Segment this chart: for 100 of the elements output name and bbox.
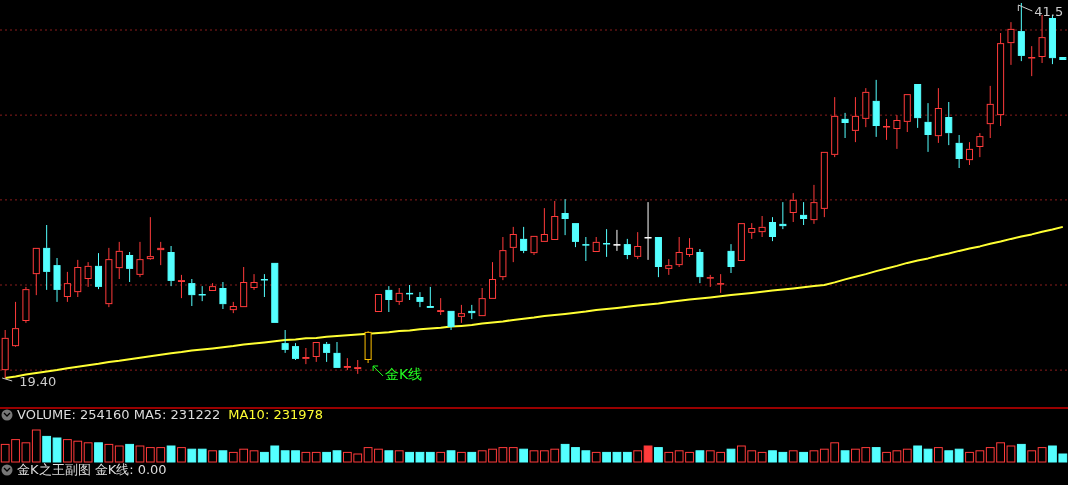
bar: [94, 442, 103, 463]
annotation: 金K线: [385, 366, 423, 382]
candlestick: [851, 96, 859, 143]
bar: [934, 447, 943, 463]
candlestick: [167, 245, 175, 287]
candlestick: [582, 236, 590, 262]
candlestick: [1038, 14, 1046, 64]
candlestick: [157, 241, 165, 266]
candlestick: [686, 237, 694, 258]
candlestick: [520, 226, 528, 254]
candlestick: [12, 301, 20, 347]
bar: [954, 448, 964, 463]
candlestick: [63, 271, 71, 303]
bar: [788, 450, 798, 463]
candlestick: [468, 304, 476, 320]
bar: [840, 450, 850, 463]
candlestick: [965, 141, 974, 166]
bar: [519, 448, 529, 463]
candlestick: [219, 281, 227, 310]
candlestick: [675, 236, 683, 268]
bar: [218, 450, 228, 463]
candlestick: [260, 273, 268, 298]
bar: [508, 447, 518, 463]
bar: [83, 442, 93, 463]
candlestick: [364, 331, 372, 364]
bar: [643, 445, 653, 463]
candlestick: [955, 134, 963, 169]
candlestick: [22, 286, 30, 324]
annotation: 19.40: [19, 374, 57, 389]
bar: [591, 451, 601, 463]
bar: [104, 443, 114, 463]
bar: [664, 451, 674, 463]
text: 金K之王副图 金K线: 0.00: [17, 462, 167, 477]
bar: [871, 447, 881, 463]
bar: [457, 451, 466, 463]
candlestick: [623, 238, 631, 260]
candlestick: [945, 101, 953, 146]
candlestick: [177, 274, 185, 299]
bar: [467, 451, 477, 463]
candlestick: [634, 231, 642, 260]
candlestick: [872, 79, 880, 138]
candlestick: [250, 273, 258, 291]
bar: [799, 451, 808, 463]
bar: [654, 447, 663, 463]
candlestick: [457, 304, 465, 324]
candlestick: [291, 342, 300, 359]
bar: [187, 448, 197, 463]
candlestick: [1017, 2, 1025, 62]
candlestick: [188, 278, 196, 307]
candlestick: [395, 287, 403, 306]
candlestick: [748, 222, 756, 240]
candlestick: [416, 291, 424, 308]
bar: [311, 451, 321, 463]
candlestick: [758, 215, 766, 238]
bar: [197, 448, 207, 463]
candlestick: [976, 132, 984, 158]
candlestick: [1028, 45, 1036, 77]
candlestick: [323, 341, 331, 363]
candlestick: [302, 347, 310, 365]
candlestick: [841, 112, 849, 139]
bar: [1027, 450, 1037, 463]
annotation: 41.5: [1034, 4, 1064, 19]
candlestick: [603, 228, 611, 258]
bar: [166, 445, 176, 463]
bar: [809, 450, 819, 463]
candlestick: [146, 216, 154, 260]
bar: [249, 450, 259, 463]
candlestick: [696, 248, 704, 284]
bar: [125, 443, 134, 463]
bar: [31, 429, 41, 463]
bar: [633, 450, 643, 463]
bar: [177, 447, 186, 463]
bar: [622, 451, 632, 463]
bar: [1037, 447, 1047, 463]
candlestick: [281, 329, 289, 354]
candlestick: [74, 259, 82, 298]
candlestick: [1007, 21, 1015, 66]
candlestick: [84, 261, 92, 288]
candlestick: [354, 359, 362, 375]
candlestick: [831, 96, 839, 158]
bar: [944, 450, 954, 463]
candlestick: [229, 301, 237, 314]
bar: [425, 451, 435, 463]
candlestick: [509, 226, 517, 263]
candlestick: [768, 216, 777, 242]
candlestick: [437, 297, 445, 316]
candlestick: [893, 114, 901, 150]
candlestick: [800, 201, 808, 226]
candlestick: [53, 257, 61, 303]
bar: [695, 450, 705, 463]
bar: [726, 448, 736, 463]
bar: [114, 445, 124, 463]
bar: [1016, 443, 1026, 463]
candlestick: [115, 241, 123, 280]
candlestick: [779, 201, 787, 230]
candlestick: [105, 247, 113, 308]
bar: [436, 451, 446, 463]
candlestick: [561, 198, 569, 236]
candlestick: [613, 229, 621, 252]
candlestick: [727, 243, 735, 274]
